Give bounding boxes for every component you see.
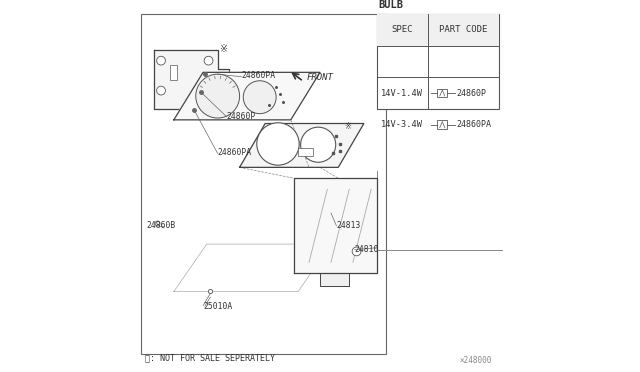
Text: 14V-1.4W: 14V-1.4W — [381, 89, 423, 97]
Text: ※: NOT FOR SALE SEPERATELY: ※: NOT FOR SALE SEPERATELY — [145, 353, 275, 362]
Circle shape — [243, 81, 276, 113]
Circle shape — [352, 247, 361, 256]
Bar — [437, 89, 447, 97]
Circle shape — [196, 74, 239, 118]
Bar — [170, 65, 177, 80]
Polygon shape — [320, 273, 349, 286]
Text: 24860P: 24860P — [456, 89, 486, 97]
Circle shape — [257, 123, 299, 165]
Text: PART CODE: PART CODE — [440, 25, 488, 34]
Bar — [298, 148, 313, 156]
Text: 24860P: 24860P — [227, 112, 256, 121]
Polygon shape — [239, 124, 364, 167]
Text: 24813: 24813 — [337, 221, 361, 230]
Polygon shape — [294, 178, 377, 273]
Text: 24810: 24810 — [355, 245, 379, 254]
Text: 24860PA: 24860PA — [456, 120, 491, 129]
Circle shape — [157, 56, 165, 65]
Text: ※: ※ — [344, 122, 351, 131]
Bar — [141, 14, 386, 354]
Text: ×248000: ×248000 — [460, 356, 492, 365]
Polygon shape — [174, 244, 331, 292]
Bar — [437, 120, 447, 129]
Polygon shape — [154, 51, 228, 109]
Circle shape — [204, 56, 213, 65]
Text: 24860PA: 24860PA — [241, 71, 276, 80]
Bar — [377, 14, 499, 45]
Polygon shape — [174, 72, 320, 120]
Text: 24860B: 24860B — [147, 221, 175, 230]
Text: ※: ※ — [219, 44, 227, 54]
Text: 25010A: 25010A — [203, 302, 232, 311]
Text: 14V-3.4W: 14V-3.4W — [381, 120, 423, 129]
Circle shape — [157, 86, 165, 95]
Text: SPEC: SPEC — [392, 25, 413, 34]
Bar — [377, 14, 499, 109]
Circle shape — [301, 127, 336, 162]
Text: FRONT: FRONT — [306, 73, 333, 82]
Text: BULB: BULB — [378, 0, 403, 10]
Text: 24860PA: 24860PA — [218, 148, 252, 157]
